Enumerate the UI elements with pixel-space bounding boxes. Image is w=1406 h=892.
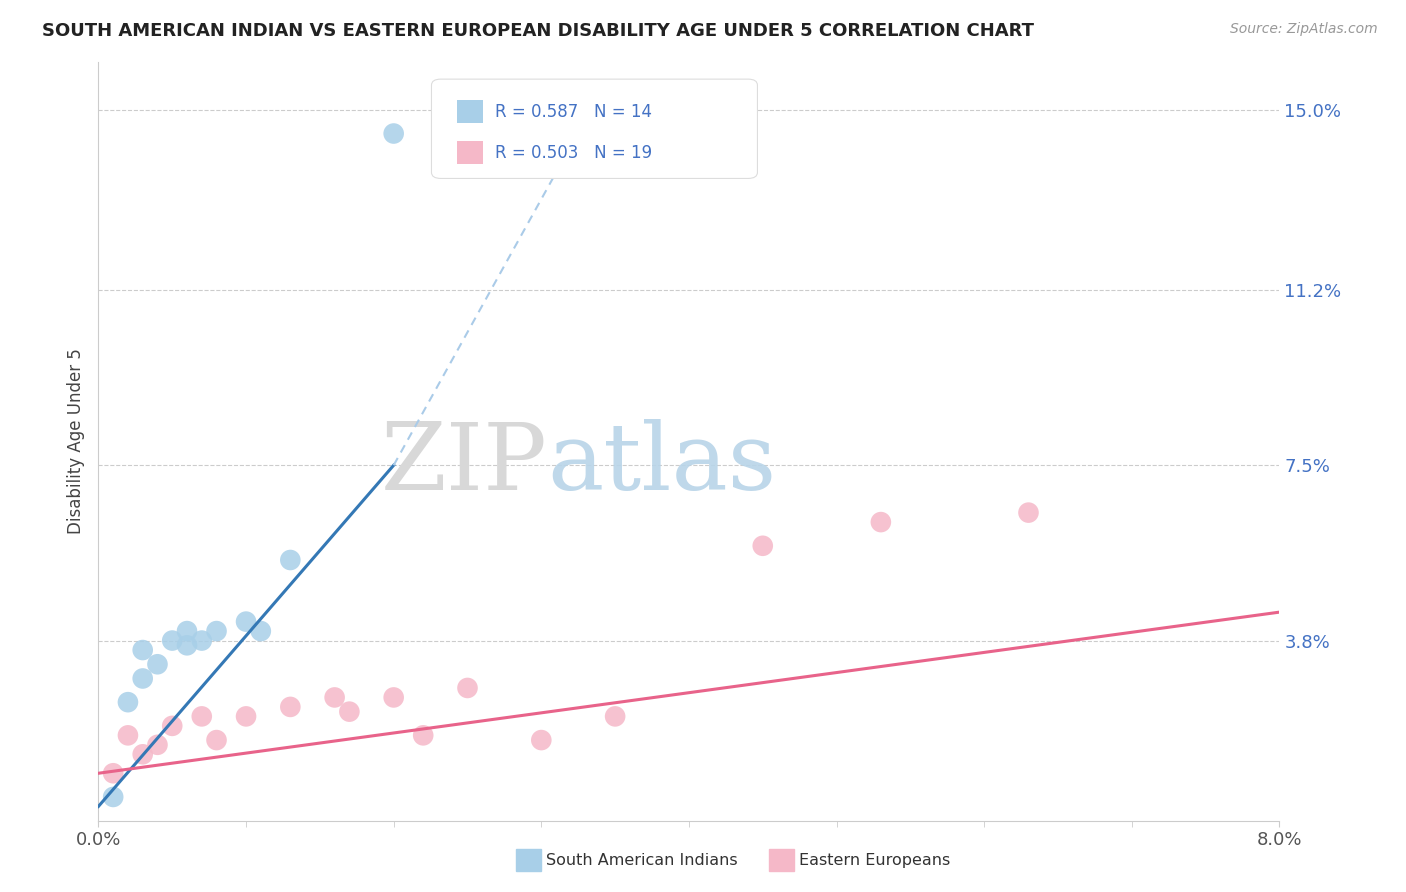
Point xyxy=(412,728,434,742)
Point xyxy=(132,643,155,657)
Point xyxy=(530,733,553,747)
Point xyxy=(103,766,125,780)
Point xyxy=(162,633,183,648)
Point xyxy=(235,615,257,629)
Point xyxy=(752,539,775,553)
Point xyxy=(250,624,273,639)
FancyBboxPatch shape xyxy=(457,141,484,164)
Point xyxy=(339,705,361,719)
Point xyxy=(132,672,155,686)
Point xyxy=(103,789,125,804)
Text: ZIP: ZIP xyxy=(381,419,547,509)
FancyBboxPatch shape xyxy=(457,100,484,123)
Point xyxy=(235,709,257,723)
FancyBboxPatch shape xyxy=(432,79,758,178)
Point xyxy=(323,690,346,705)
Y-axis label: Disability Age Under 5: Disability Age Under 5 xyxy=(66,349,84,534)
Point xyxy=(205,733,228,747)
Text: R = 0.503   N = 19: R = 0.503 N = 19 xyxy=(495,145,652,162)
Point xyxy=(280,553,302,567)
Text: South American Indians: South American Indians xyxy=(546,854,737,868)
Point xyxy=(132,747,155,762)
Text: atlas: atlas xyxy=(547,419,776,509)
Text: SOUTH AMERICAN INDIAN VS EASTERN EUROPEAN DISABILITY AGE UNDER 5 CORRELATION CHA: SOUTH AMERICAN INDIAN VS EASTERN EUROPEA… xyxy=(42,22,1035,40)
Point xyxy=(382,127,405,141)
Point xyxy=(191,633,214,648)
Point xyxy=(1018,506,1040,520)
Point xyxy=(117,728,139,742)
Point xyxy=(870,515,893,529)
Point xyxy=(176,638,198,652)
Text: Source: ZipAtlas.com: Source: ZipAtlas.com xyxy=(1230,22,1378,37)
Point xyxy=(146,657,169,672)
Point xyxy=(382,690,405,705)
Point xyxy=(191,709,214,723)
Point xyxy=(146,738,169,752)
Text: Eastern Europeans: Eastern Europeans xyxy=(799,854,950,868)
Point xyxy=(162,719,183,733)
Point xyxy=(205,624,228,639)
Point xyxy=(176,624,198,639)
Point xyxy=(117,695,139,709)
Point xyxy=(605,709,627,723)
Text: R = 0.587   N = 14: R = 0.587 N = 14 xyxy=(495,103,652,121)
Point xyxy=(280,699,302,714)
Point xyxy=(457,681,479,695)
